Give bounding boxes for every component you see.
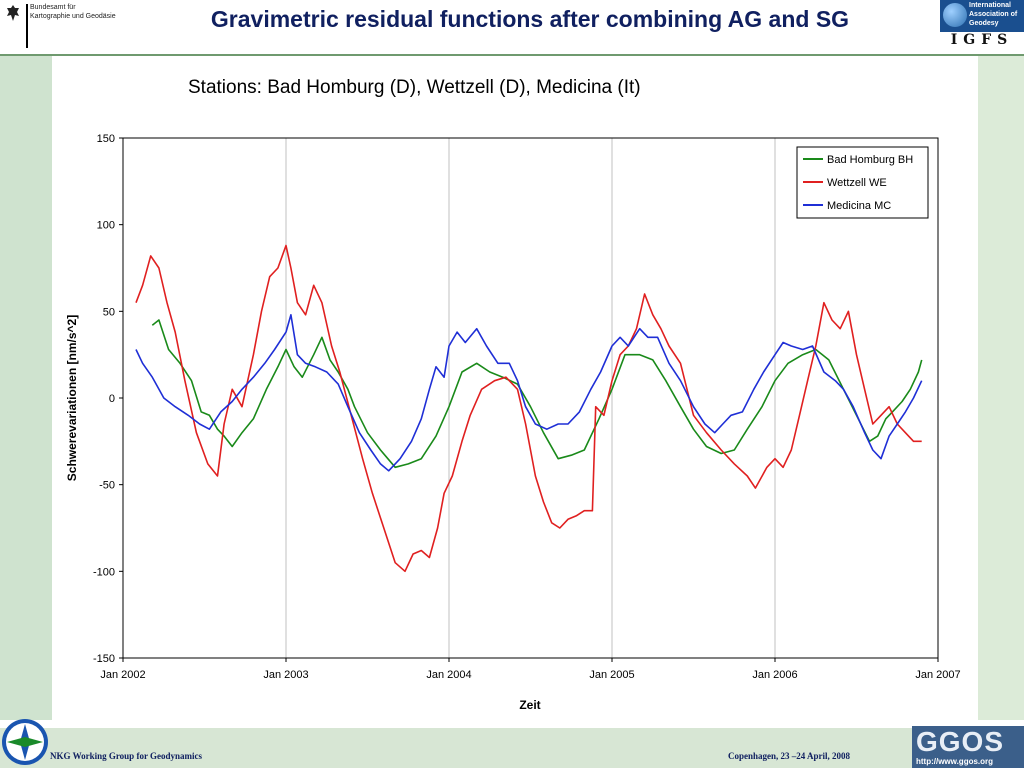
- x-tick-label: Jan 2002: [100, 669, 145, 681]
- ggos-url: http://www.ggos.org: [916, 757, 994, 766]
- eagle-icon: [7, 5, 19, 21]
- igfs-logo: International Association of Geodesy IGF…: [940, 0, 1024, 52]
- bkg-logo-text: Bundesamt für Kartographie und Geodäsie: [30, 4, 116, 20]
- globe-icon: [943, 3, 967, 27]
- ggos-logo: GGOS http://www.ggos.org: [912, 726, 1024, 768]
- header-divider: [0, 54, 1024, 56]
- left-side-band: [0, 56, 52, 720]
- legend-label: Wettzell WE: [827, 177, 887, 189]
- line-chart: Jan 2002 Jan 2003 Jan 2004 Jan 2005 Jan 2006…: [65, 133, 961, 712]
- footer-left-text: NKG Working Group for Geodynamics: [50, 751, 203, 761]
- x-tick-label: Jan 2006: [752, 669, 797, 681]
- bkg-logo: Bundesamt für Kartographie und Geodäsie: [6, 2, 146, 48]
- chart-legend: Bad Homburg BH Wettzell WE Medicina MC: [796, 146, 929, 219]
- y-tick-label: 0: [109, 393, 115, 405]
- x-axis-title: Zeit: [519, 698, 540, 712]
- y-axis-title: Schwerevariationen [nm/s^2]: [65, 315, 79, 481]
- y-tick-label: 150: [97, 133, 115, 145]
- legend-label: Medicina MC: [827, 200, 891, 212]
- x-tick-label: Jan 2005: [589, 669, 634, 681]
- chart-axes: Jan 2002 Jan 2003 Jan 2004 Jan 2005 Jan 2006…: [93, 133, 961, 681]
- x-tick-label: Jan 2003: [263, 669, 308, 681]
- x-tick-label: Jan 2004: [426, 669, 471, 681]
- compass-logo: [2, 719, 48, 765]
- legend-label: Bad Homburg BH: [827, 154, 913, 166]
- igfs-letters: IGFS: [950, 32, 1014, 48]
- footer-right-text: Copenhagen, 23 –24 April, 2008: [728, 751, 851, 761]
- ggos-word: GGOS: [916, 726, 1005, 757]
- y-tick-label: 50: [103, 306, 115, 318]
- y-tick-label: -100: [93, 566, 115, 578]
- chart-series: [135, 244, 923, 573]
- series-line-medicina-mc: [135, 314, 923, 472]
- footer-band: [0, 728, 1024, 768]
- igfs-org-text: International Association of Geodesy: [969, 2, 1018, 27]
- y-tick-label: -50: [99, 480, 115, 492]
- series-line-bad-homburg-bh: [151, 319, 923, 469]
- series-line-wettzell-we: [135, 244, 922, 573]
- right-side-band: [978, 56, 1024, 720]
- y-tick-label: -150: [93, 653, 115, 665]
- slide-header: Bundesamt für Kartographie und Geodäsie …: [0, 0, 1024, 54]
- chart-subtitle: Stations: Bad Homburg (D), Wettzell (D),…: [188, 77, 641, 98]
- slide-title: Gravimetric residual functions after com…: [210, 6, 850, 32]
- x-tick-label: Jan 2007: [915, 669, 960, 681]
- y-tick-label: 100: [97, 220, 115, 232]
- bkg-flag-bar: [26, 4, 28, 48]
- igfs-badge: International Association of Geodesy: [940, 0, 1024, 32]
